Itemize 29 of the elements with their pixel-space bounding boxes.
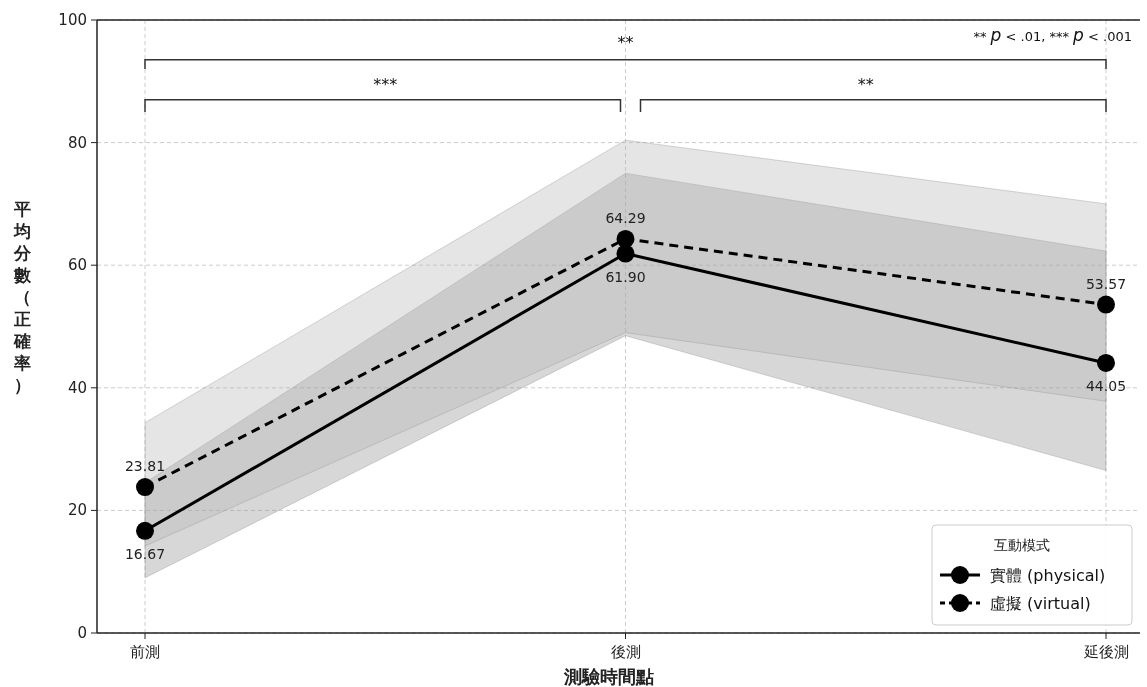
y-tick-label: 80 (67, 133, 87, 152)
x-tick-label: 前測 (130, 643, 160, 661)
data-label: 44.05 (1085, 377, 1127, 394)
y-tick-label: 60 (67, 256, 87, 275)
point (1097, 353, 1115, 372)
text: 平均分數（正確率） (13, 199, 31, 395)
point (1097, 295, 1115, 314)
y-tick-label: 0 (77, 624, 87, 642)
data-label: 61.90 (605, 268, 646, 285)
annotation: ** (617, 32, 634, 52)
data-label: 23.81 (124, 458, 166, 475)
x-tick-label: 延後測 (1082, 643, 1129, 661)
annotation: ** p < .01, *** p < .001 (973, 25, 1132, 46)
annotation: ** (857, 75, 874, 95)
x-axis-title: 測驗時間點 (562, 666, 654, 687)
point (616, 229, 635, 248)
point (136, 478, 154, 497)
annotation: *** (373, 75, 398, 95)
data-label: 16.67 (124, 545, 166, 562)
point (136, 521, 154, 540)
legend-title: 互動模式 (994, 537, 1050, 553)
y-tick-label: 40 (67, 378, 87, 397)
data-label: 64.29 (605, 209, 646, 226)
x-tick-label: 後測 (610, 643, 641, 661)
data-label: 53.57 (1085, 275, 1127, 292)
y-tick-label: 20 (67, 501, 87, 520)
y-tick-label: 100 (58, 11, 87, 29)
legend-label: 實體 (physical) (990, 566, 1106, 585)
legend-label: 虛擬 (virtual) (990, 594, 1091, 613)
